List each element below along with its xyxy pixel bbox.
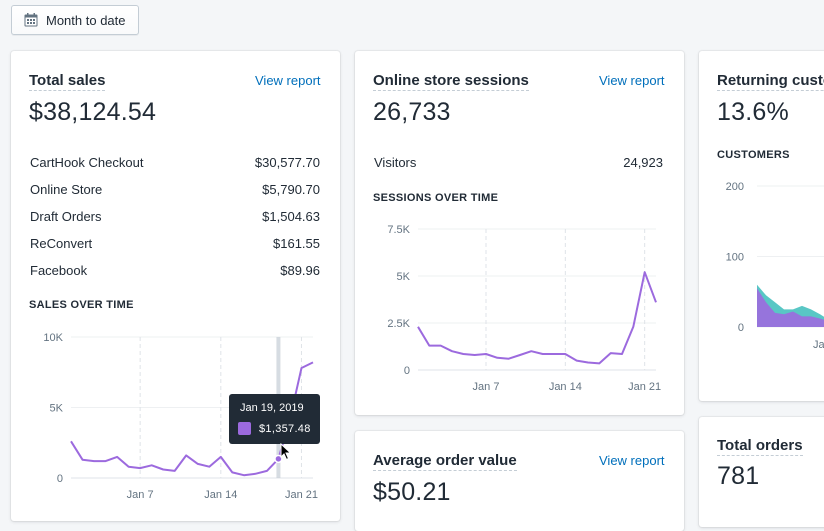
average-order-title[interactable]: Average order value [373, 452, 517, 471]
visitors-value: 24,923 [623, 155, 663, 170]
online-sessions-value: 26,733 [373, 98, 451, 126]
x-tick-label: Jan 21 [285, 489, 318, 501]
y-tick-label: 100 [726, 252, 744, 264]
x-tick-label: Jan 7 [127, 489, 154, 501]
sales-channel-label: CartHook Checkout [30, 155, 144, 170]
y-tick-label: 0 [404, 365, 410, 377]
date-range-label: Month to date [46, 12, 126, 28]
total-sales-title[interactable]: Total sales [29, 72, 106, 91]
x-tick-label: Jan 7 [473, 381, 500, 393]
x-tick-label: Jan 14 [204, 489, 237, 501]
calendar-icon [24, 13, 38, 27]
sales-channel-value: $5,790.70 [262, 182, 320, 197]
customers-over-time-chart[interactable]: 200 100 0 Ja [0, 0, 824, 508]
y-tick-label: 200 [726, 181, 744, 193]
series-line [417, 271, 657, 365]
online-sessions-view-report-link[interactable]: View report [599, 73, 665, 88]
x-tick-label: Jan 21 [628, 381, 661, 393]
sales-over-time-label: SALES OVER TIME [29, 299, 134, 311]
mouse-cursor-icon [280, 443, 292, 461]
sessions-over-time-chart[interactable]: 7.5K 5K 2.5K 0 Jan 7 Jan 14 Jan 21 [0, 0, 824, 508]
returning-customers-card: Returning customers 13.6% CUSTOMERS [699, 51, 824, 401]
y-tick-label: 5K [397, 271, 411, 283]
y-tick-label: 0 [738, 322, 744, 334]
customers-label: CUSTOMERS [717, 149, 790, 161]
online-sessions-title[interactable]: Online store sessions [373, 72, 529, 91]
y-tick-label: 2.5K [387, 318, 410, 330]
sales-channel-label: Facebook [30, 263, 88, 278]
area-series [757, 288, 824, 327]
sales-channel-label: Online Store [30, 182, 103, 197]
average-order-value: $50.21 [373, 478, 451, 506]
x-tick-label: Ja [813, 339, 824, 351]
tooltip-value: $1,357.48 [259, 423, 311, 435]
sales-channel-label: Draft Orders [30, 209, 102, 224]
tooltip-date: Jan 19, 2019 [240, 402, 304, 414]
sales-channel-value: $161.55 [273, 236, 320, 251]
sales-channel-label: ReConvert [30, 236, 93, 251]
average-order-view-report-link[interactable]: View report [599, 453, 665, 468]
visitors-label: Visitors [374, 155, 417, 170]
total-orders-value: 781 [717, 462, 760, 490]
date-range-button[interactable]: Month to date [11, 5, 139, 35]
y-tick-label: 10K [43, 332, 63, 344]
x-tick-label: Jan 14 [549, 381, 582, 393]
returning-customers-title[interactable]: Returning customers [717, 72, 824, 91]
sales-channel-value: $1,504.63 [262, 209, 320, 224]
y-tick-label: 5K [50, 403, 64, 415]
y-tick-label: 0 [57, 473, 63, 485]
highlight-point [274, 454, 283, 464]
sales-channel-value: $30,577.70 [254, 155, 320, 170]
total-orders-title[interactable]: Total orders [717, 437, 803, 456]
y-tick-label: 7.5K [387, 224, 410, 236]
tooltip-swatch [238, 422, 251, 435]
total-sales-view-report-link[interactable]: View report [255, 73, 321, 88]
sessions-over-time-label: SESSIONS OVER TIME [373, 192, 499, 204]
total-sales-value: $38,124.54 [29, 98, 157, 126]
series-line [70, 361, 314, 477]
returning-customers-value: 13.6% [717, 98, 789, 126]
sales-channel-value: $89.96 [280, 263, 320, 278]
sales-tooltip: Jan 19, 2019 $1,357.48 [229, 394, 320, 444]
